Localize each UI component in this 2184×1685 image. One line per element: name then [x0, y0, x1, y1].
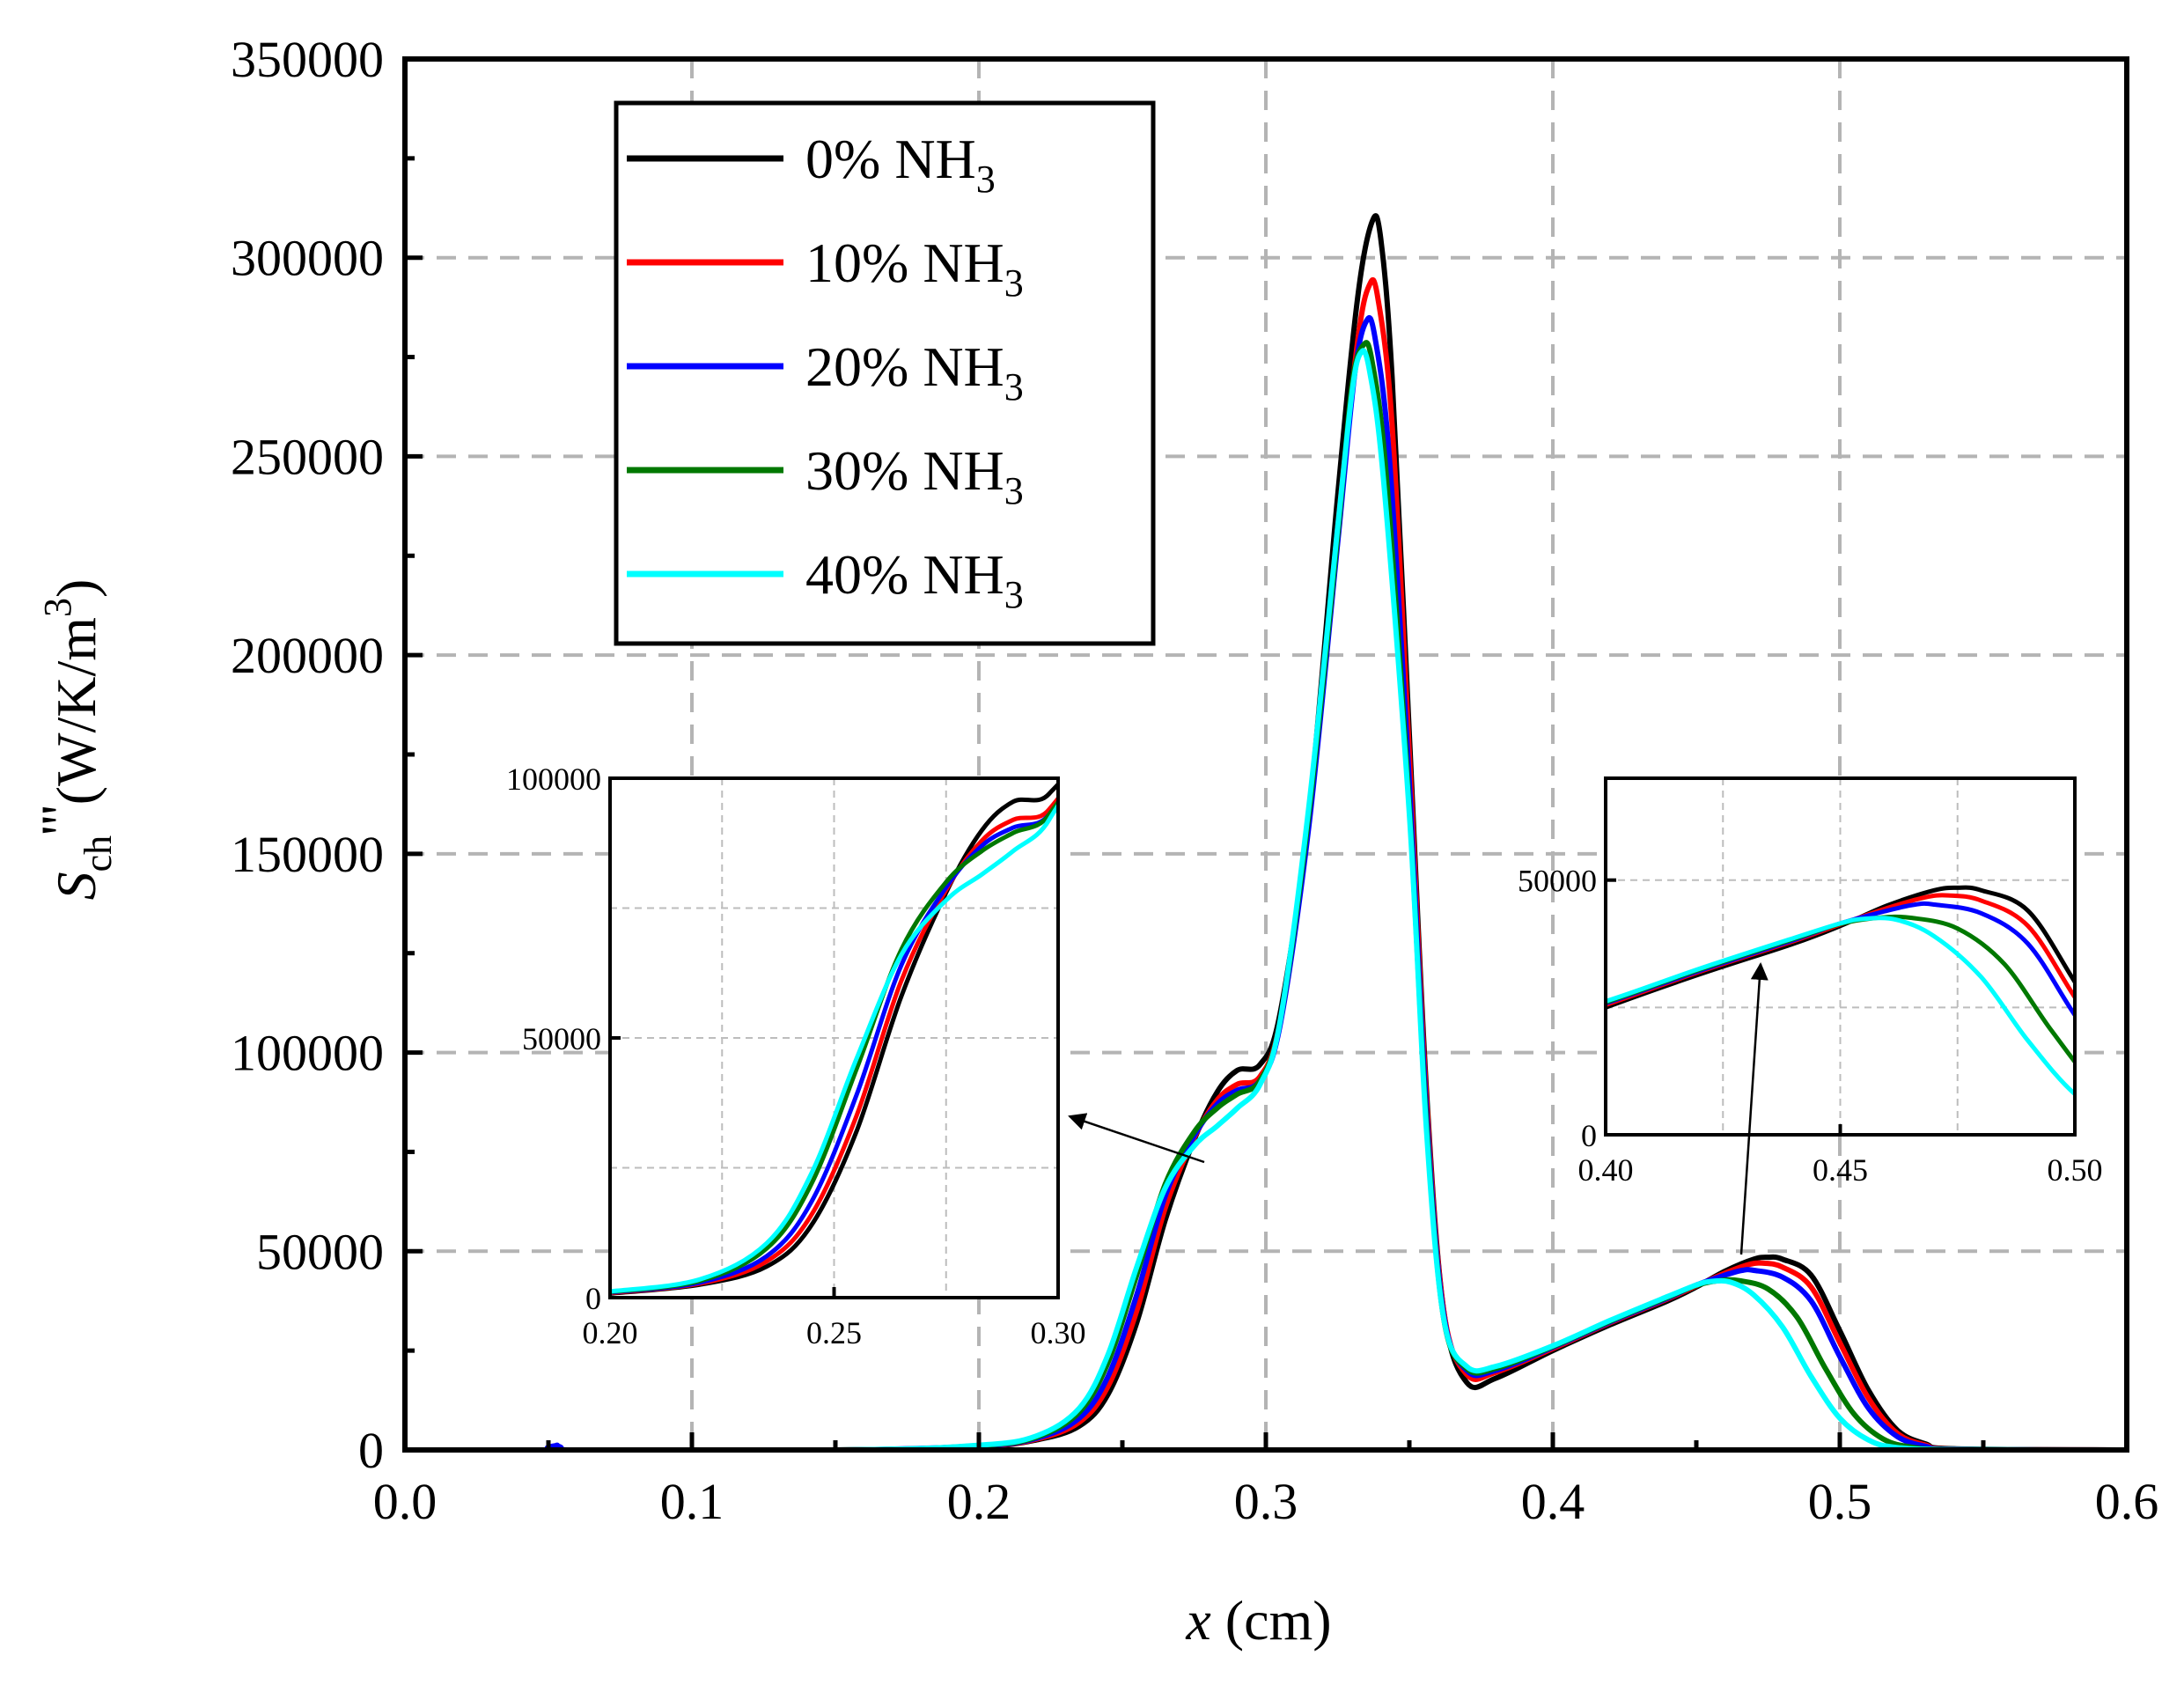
legend-label: 30% NH3	[805, 439, 1024, 512]
main-series	[405, 213, 2127, 1450]
y-axis-label: Sch'''(W/K/m3)	[29, 579, 120, 901]
x-tick-label: 0.1	[660, 1473, 724, 1530]
x-tick-label: 0.0	[373, 1473, 438, 1530]
x-tick-label: 0.5	[1808, 1473, 1872, 1530]
arrow-to-left-inset	[1068, 1113, 1205, 1164]
x-tick-label: 0.2	[947, 1473, 1011, 1530]
inset-x-tick-label: 0.45	[1813, 1152, 1868, 1188]
inset-y-tick-label: 50000	[1518, 864, 1597, 899]
y-tick-label: 300000	[231, 230, 384, 287]
arrow-to-right-inset	[1739, 962, 1769, 1255]
y-tick-label: 350000	[231, 31, 384, 88]
y-tick-label: 200000	[231, 627, 384, 684]
x-axis-label: x (cm)	[1185, 1589, 1331, 1652]
series-line-30pct	[405, 340, 2127, 1450]
inset-x-tick-label: 0.50	[2048, 1152, 2103, 1188]
inset-y-tick-label: 0	[585, 1281, 601, 1316]
y-tick-label: 50000	[256, 1223, 384, 1280]
x-tick-label: 0.4	[1521, 1473, 1585, 1530]
inset-y-tick-label: 100000	[506, 762, 601, 797]
series-line-10pct	[405, 276, 2127, 1450]
y-tick-label: 100000	[231, 1025, 384, 1082]
legend-label: 10% NH3	[805, 232, 1024, 305]
legend: 0% NH3 10% NH3 20% NH3 30% NH3 40% NH3	[614, 100, 1156, 646]
y-tick-label: 150000	[231, 826, 384, 883]
inset-series-line-40pct	[610, 800, 1058, 1294]
inset-series-line-30pct	[610, 798, 1058, 1294]
y-tick-label: 0	[358, 1422, 384, 1479]
x-tick-label: 0.3	[1234, 1473, 1298, 1530]
inset-right: 0.40 0.45 0.50 0 50000	[1518, 776, 2103, 1188]
inset-x-tick-label: 0.20	[583, 1315, 638, 1350]
inset-left: 0.20 0.25 0.30 0 50000 100000	[506, 762, 1086, 1350]
inset-arrows	[1068, 962, 1769, 1255]
x-tick-label: 0.6	[2095, 1473, 2159, 1530]
legend-label: 40% NH3	[805, 543, 1024, 616]
inset-y-tick-label: 50000	[522, 1021, 601, 1056]
inset-y-tick-label: 0	[1581, 1118, 1597, 1153]
series-line-0pct	[405, 213, 2127, 1450]
legend-label: 20% NH3	[805, 335, 1024, 408]
y-tick-label: 250000	[231, 428, 384, 485]
main-ticks	[402, 56, 2129, 1453]
inset-x-tick-label: 0.40	[1578, 1152, 1634, 1188]
inset-x-tick-label: 0.25	[806, 1315, 862, 1350]
legend-label: 0% NH3	[805, 128, 996, 201]
inset-x-tick-label: 0.30	[1031, 1315, 1086, 1350]
series-line-40pct	[405, 348, 2127, 1450]
main-tick-labels: 0.0 0.1 0.2 0.3 0.4 0.5 0.6 0 50000 100000 150000 2…	[231, 31, 2158, 1530]
